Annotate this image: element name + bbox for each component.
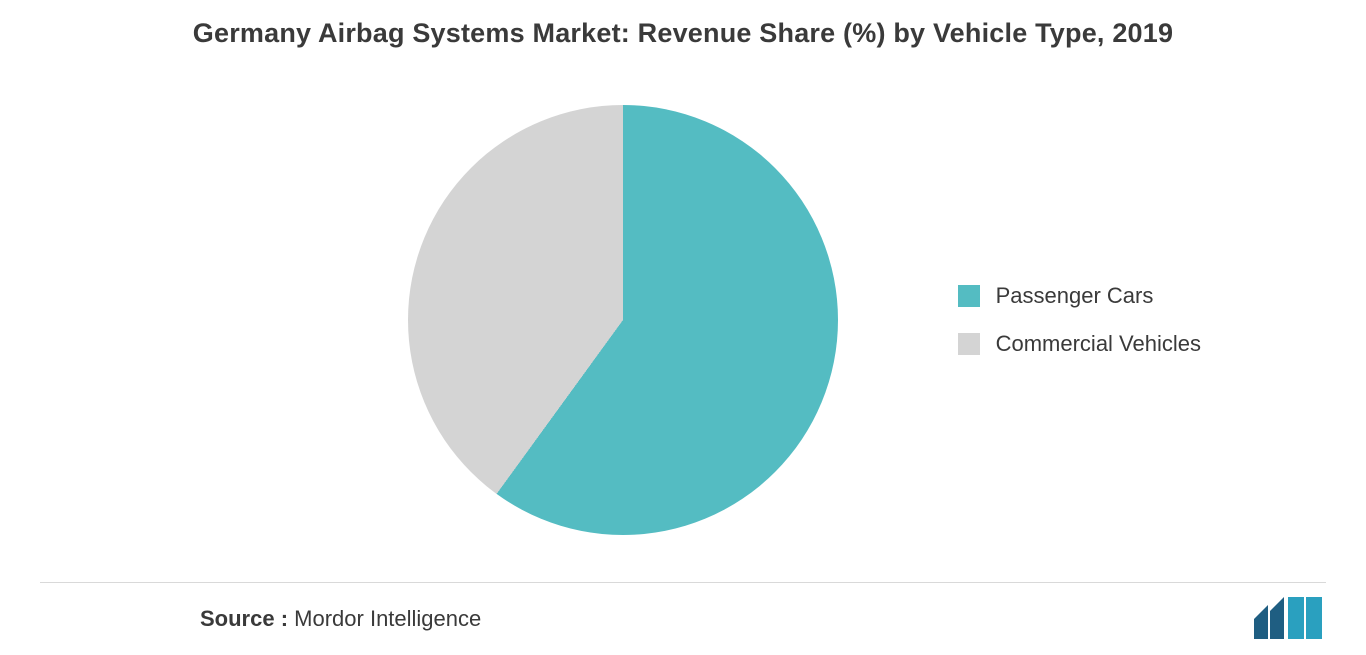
chart-area: Passenger Cars Commercial Vehicles <box>0 70 1366 570</box>
chart-title: Germany Airbag Systems Market: Revenue S… <box>0 0 1366 49</box>
legend-swatch <box>958 333 980 355</box>
pie-chart <box>408 105 838 535</box>
logo-bars-icon <box>1254 597 1322 639</box>
source-label: Source : <box>200 606 288 631</box>
legend-label: Commercial Vehicles <box>996 331 1201 357</box>
source-attribution: Source : Mordor Intelligence <box>200 606 481 632</box>
legend-swatch <box>958 285 980 307</box>
legend-item: Passenger Cars <box>958 283 1201 309</box>
source-value: Mordor Intelligence <box>294 606 481 631</box>
legend-label: Passenger Cars <box>996 283 1154 309</box>
legend-item: Commercial Vehicles <box>958 331 1201 357</box>
brand-logo <box>1254 599 1326 639</box>
footer: Source : Mordor Intelligence <box>0 583 1366 655</box>
legend: Passenger Cars Commercial Vehicles <box>958 261 1201 379</box>
